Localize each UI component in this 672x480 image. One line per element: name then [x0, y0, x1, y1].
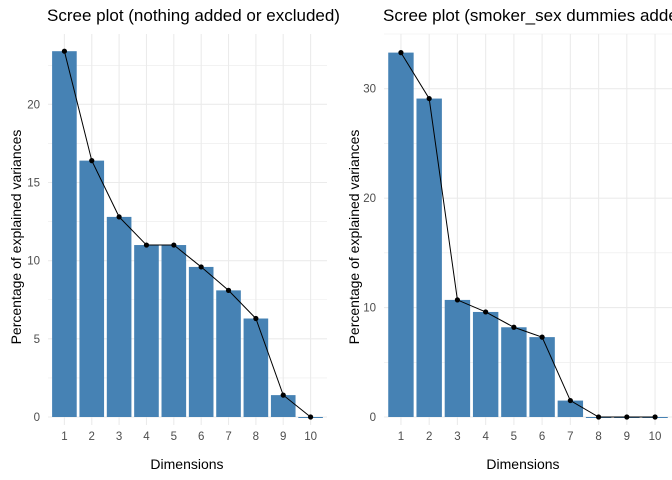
scree-point	[307, 414, 314, 420]
bar	[472, 311, 499, 417]
scree-point	[595, 414, 602, 420]
bar	[79, 160, 105, 417]
x-axis-label: Dimensions	[150, 456, 224, 472]
y-axis-label: Percentage of explained variances	[8, 129, 24, 345]
scree-point	[61, 48, 68, 54]
x-tick-label: 8	[253, 431, 259, 443]
x-tick-label: 1	[61, 431, 67, 443]
bar	[134, 245, 159, 417]
bar	[388, 52, 414, 418]
x-tick-label: 10	[304, 431, 317, 443]
bar	[106, 216, 132, 417]
scree-point	[116, 214, 122, 220]
y-axis-label: Percentage of explained variances	[346, 129, 362, 345]
scree-point	[624, 414, 630, 420]
y-tick-label: 20	[27, 99, 40, 111]
scree-point	[483, 309, 489, 315]
x-tick-label: 1	[398, 431, 404, 443]
x-tick-label: 3	[454, 431, 460, 443]
x-tick-label: 2	[426, 431, 432, 443]
bar	[161, 245, 187, 417]
bar	[444, 299, 471, 417]
bar	[52, 51, 77, 417]
y-tick-label: 10	[27, 256, 40, 268]
y-tick-label: 30	[363, 84, 376, 96]
scree-point	[426, 95, 432, 102]
y-tick-label: 15	[27, 178, 40, 190]
bars	[388, 52, 668, 418]
x-tick-labels: 1 2 3 4 5 6 7 8 9 10	[61, 431, 317, 443]
x-tick-label: 9	[624, 431, 630, 443]
y-tick-labels: 0 5 10 15 20	[27, 99, 40, 424]
scree-point	[539, 334, 545, 340]
bar	[243, 318, 269, 417]
y-tick-labels: 0 10 20 30	[363, 84, 376, 424]
scree-point	[225, 287, 232, 293]
scree-point	[652, 414, 658, 420]
scree-point	[511, 324, 517, 330]
x-tick-label: 4	[143, 431, 150, 443]
x-axis-label: Dimensions	[486, 456, 560, 472]
x-tick-label: 3	[116, 431, 122, 443]
y-tick-label: 10	[363, 303, 376, 315]
x-tick-label: 7	[567, 431, 573, 443]
scree-point	[567, 397, 573, 404]
chart-right-svg: 0 10 20 30 1 2 3 4 5 6 7 8 9 10	[363, 33, 672, 443]
x-tick-label: 4	[482, 431, 489, 443]
bar	[216, 290, 241, 417]
x-tick-label: 2	[89, 431, 95, 443]
x-tick-label: 6	[539, 431, 545, 443]
x-tick-label: 10	[649, 431, 662, 443]
chart-title: Scree plot (smoker_sex dummies added)	[383, 6, 672, 25]
x-tick-label: 5	[171, 431, 177, 443]
chart-title: Scree plot (nothing added or excluded)	[47, 6, 340, 25]
y-tick-label: 0	[370, 412, 376, 424]
scree-point	[198, 264, 204, 270]
y-tick-label: 0	[34, 412, 40, 424]
y-tick-label: 20	[363, 193, 376, 205]
x-tick-label: 7	[225, 431, 231, 443]
scree-point	[398, 50, 404, 56]
bars	[52, 51, 323, 418]
x-tick-labels: 1 2 3 4 5 6 7 8 9 10	[398, 431, 662, 443]
scree-line	[400, 52, 656, 418]
scree-line	[63, 51, 311, 418]
scree-point	[253, 315, 259, 322]
bar	[270, 395, 296, 417]
chart-left-svg: 0 5 10 15 20 1 2 3 4 5 6 7 8 9 10	[27, 34, 327, 443]
x-tick-label: 8	[595, 431, 601, 443]
scree-point	[171, 242, 177, 248]
scree-plot-left: 0 5 10 15 20 1 2 3 4 5 6 7 8 9 10 Scree plot (nothing …	[8, 6, 340, 472]
bar	[188, 266, 214, 417]
bar	[529, 337, 555, 417]
scree-point	[454, 297, 461, 303]
scree-point	[143, 242, 150, 248]
x-tick-label: 6	[198, 431, 204, 443]
bar	[416, 98, 442, 417]
x-tick-label: 9	[280, 431, 286, 443]
scree-point	[280, 392, 286, 398]
scree-plot-right: 0 10 20 30 1 2 3 4 5 6 7 8 9 10 Scree plot (smoker_se…	[336, 0, 672, 480]
scree-point	[89, 158, 95, 164]
x-tick-label: 5	[511, 431, 517, 443]
y-tick-label: 5	[34, 334, 40, 346]
bar	[501, 327, 527, 417]
